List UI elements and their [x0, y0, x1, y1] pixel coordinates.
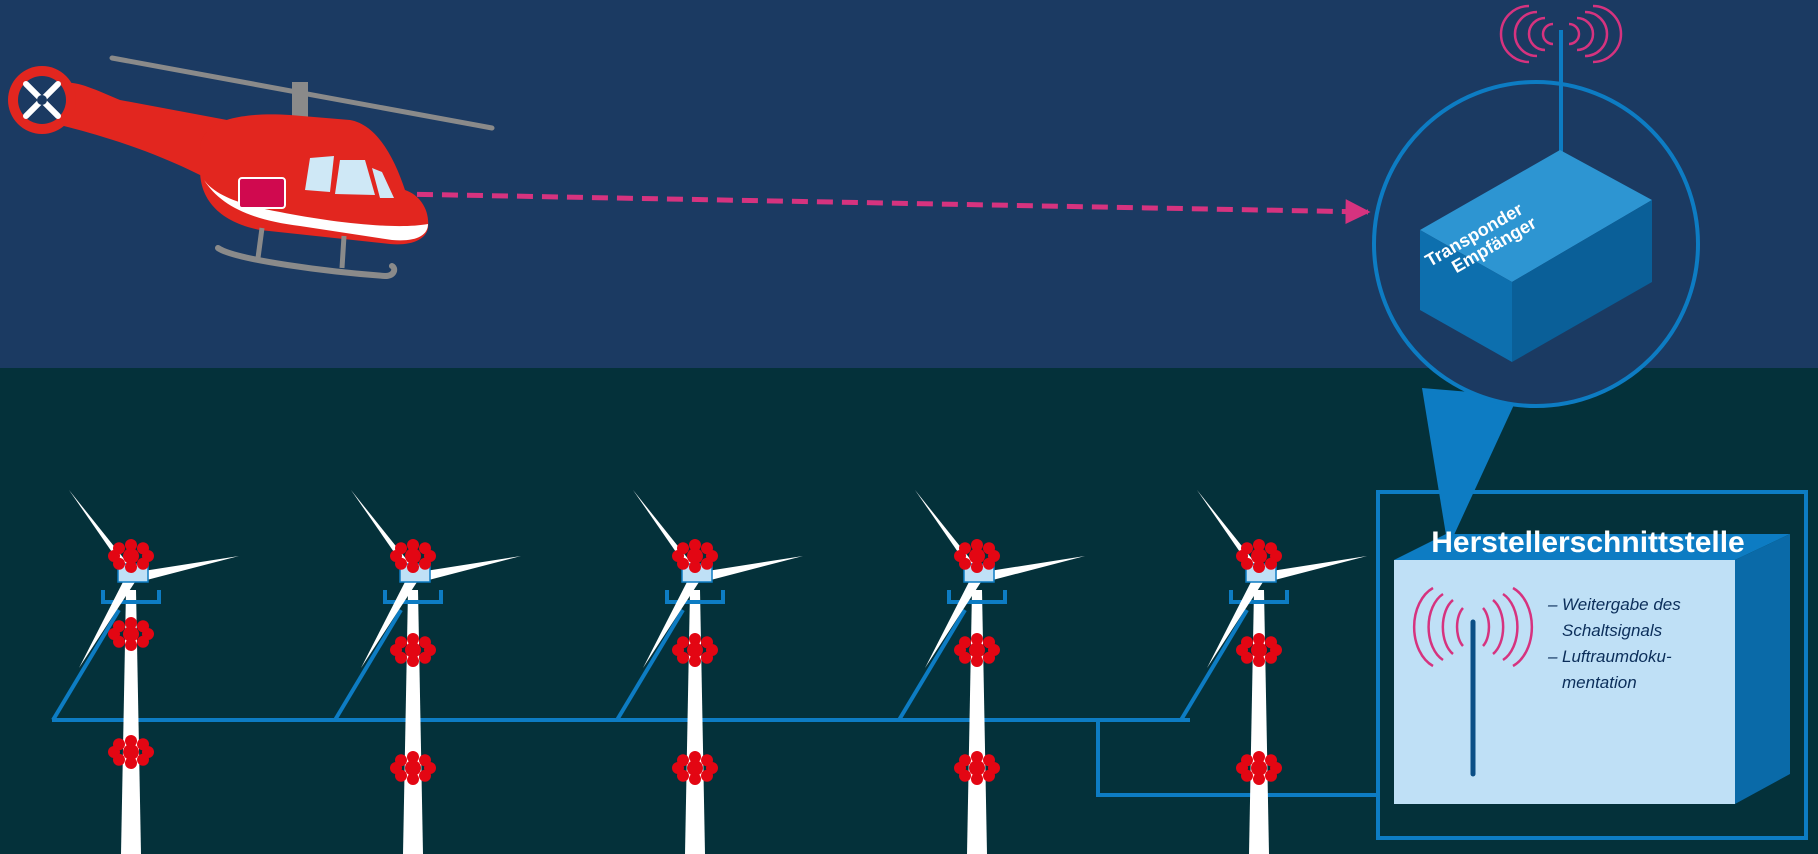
- wind-turbine-icon: [51, 490, 239, 854]
- antenna-signal-icon: [1499, 4, 1623, 160]
- obstruction-light-icon: [1236, 633, 1282, 667]
- obstruction-light-icon: [1236, 751, 1282, 785]
- interface-bullet-2: Schaltsignals: [1562, 621, 1663, 640]
- obstruction-light-icon: [390, 539, 436, 573]
- obstruction-light-icon: [1236, 539, 1282, 573]
- obstruction-light-icon: [672, 751, 718, 785]
- bullet-mark-1: –: [1547, 595, 1558, 614]
- obstruction-light-icon: [954, 633, 1000, 667]
- obstruction-light-icon: [672, 539, 718, 573]
- obstruction-light-icon: [108, 735, 154, 769]
- interface-bullet-1: Weitergabe des: [1562, 595, 1681, 614]
- obstruction-light-icon: [390, 751, 436, 785]
- callout-pointer: [1422, 388, 1518, 535]
- helicopter-transponder: [238, 177, 286, 209]
- obstruction-light-icon: [390, 633, 436, 667]
- manufacturer-interface-panel: Herstellerschnittstelle – Weitergabe des…: [1376, 490, 1808, 840]
- obstruction-light-icon: [954, 539, 1000, 573]
- antenna-signal-icon: [1412, 586, 1534, 777]
- interface-bullet-4: mentation: [1562, 673, 1637, 692]
- bullet-mark-2: –: [1547, 647, 1558, 666]
- transponder-signal-line: [291, 189, 1371, 225]
- interface-title: Herstellerschnittstelle: [1431, 526, 1744, 559]
- wind-turbine-icon: [333, 490, 521, 854]
- obstruction-light-icon: [108, 617, 154, 651]
- wind-turbine-icon: [897, 490, 1085, 854]
- helicopter-icon: [8, 55, 495, 280]
- wind-turbine-icon: [1179, 490, 1367, 854]
- turbine-network-lines: [52, 718, 1378, 797]
- interface-bullet-3: Luftraumdoku-: [1562, 647, 1672, 666]
- wind-turbine-group: [51, 490, 1367, 854]
- obstruction-light-icon: [108, 539, 154, 573]
- transponder-receiver-box: Transponder Empfänger: [1420, 150, 1652, 362]
- obstruction-light-icon: [954, 751, 1000, 785]
- obstruction-light-icon: [672, 633, 718, 667]
- wind-turbine-icon: [615, 490, 803, 854]
